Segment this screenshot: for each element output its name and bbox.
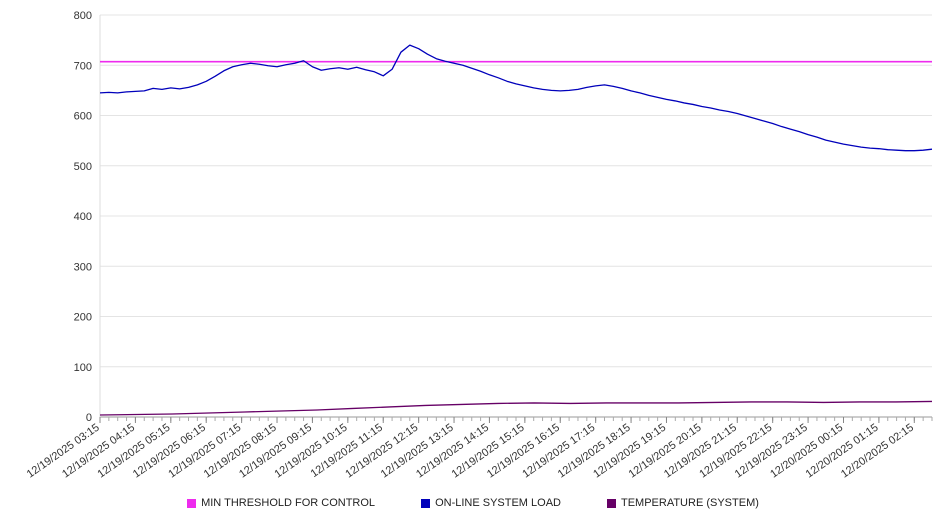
temperature-swatch-icon bbox=[606, 498, 616, 508]
legend-item-online-system-load: ON-LINE SYSTEM LOAD bbox=[421, 497, 561, 509]
svg-text:600: 600 bbox=[74, 111, 92, 123]
svg-text:400: 400 bbox=[74, 211, 92, 223]
min-threshold-swatch-icon bbox=[187, 498, 197, 508]
legend-label-online-system-load: ON-LINE SYSTEM LOAD bbox=[435, 497, 561, 509]
chart-legend: MIN THRESHOLD FOR CONTROL ON-LINE SYSTEM… bbox=[0, 497, 946, 509]
svg-text:800: 800 bbox=[74, 10, 92, 22]
svg-text:700: 700 bbox=[74, 60, 92, 72]
svg-text:500: 500 bbox=[74, 161, 92, 173]
svg-text:0: 0 bbox=[86, 412, 92, 424]
legend-item-min-threshold: MIN THRESHOLD FOR CONTROL bbox=[187, 497, 375, 509]
legend-item-temperature: TEMPERATURE (SYSTEM) bbox=[606, 497, 759, 509]
svg-text:300: 300 bbox=[74, 261, 92, 273]
legend-label-temperature: TEMPERATURE (SYSTEM) bbox=[620, 497, 759, 509]
legend-label-min-threshold: MIN THRESHOLD FOR CONTROL bbox=[201, 497, 376, 509]
svg-text:100: 100 bbox=[74, 362, 92, 374]
online-system-load-swatch-icon bbox=[421, 498, 431, 508]
svg-text:200: 200 bbox=[74, 312, 92, 324]
